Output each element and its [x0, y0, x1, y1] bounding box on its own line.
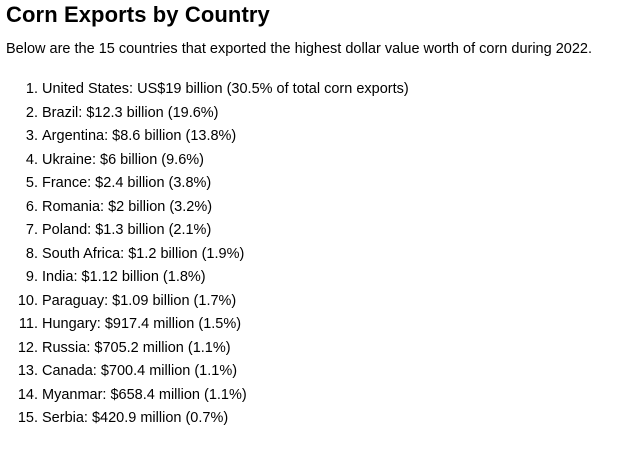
list-item: 10. Paraguay: $1.09 billion (1.7%): [6, 290, 640, 314]
item-text: Canada: $700.4 million (1.1%): [42, 363, 238, 379]
list-item: 9. India: $1.12 billion (1.8%): [6, 266, 640, 290]
item-number: 4.: [25, 151, 38, 168]
item-number: 3.: [25, 128, 38, 144]
item-number: 12.: [17, 339, 38, 356]
item-number: 11.: [18, 316, 38, 332]
item-number: 14.: [17, 386, 38, 403]
item-text: Serbia: $420.9 million (0.7%): [42, 410, 229, 426]
item-text: Ukraine: $6 billion (9.6%): [42, 151, 204, 168]
item-text: United States: US$19 billion (30.5% of t…: [42, 81, 409, 97]
item-text: Brazil: $12.3 billion (19.6%): [42, 104, 219, 121]
item-number: 7.: [25, 222, 38, 238]
list-item: 3. Argentina: $8.6 billion (13.8%): [6, 125, 640, 149]
intro-paragraph: Below are the 15 countries that exported…: [6, 41, 593, 57]
list-item: 1. United States: US$19 billion (30.5% of…: [6, 78, 640, 102]
list-item: 2. Brazil: $12.3 billion (19.6%): [6, 102, 640, 126]
item-number: 9.: [25, 269, 38, 285]
item-number: 10.: [17, 292, 38, 309]
item-text: France: $2.4 billion (3.8%): [42, 175, 212, 191]
list-item: 6. Romania: $2 billion (3.2%): [6, 196, 640, 220]
country-ranking-list: 1. United States: US$19 billion (30.5% of…: [6, 78, 640, 431]
item-text: Poland: $1.3 billion (2.1%): [42, 222, 212, 238]
list-item: 11. Hungary: $917.4 million (1.5%): [6, 313, 640, 337]
list-item: 7. Poland: $1.3 billion (2.1%): [6, 219, 640, 243]
item-text: Argentina: $8.6 billion (13.8%): [42, 128, 237, 144]
item-text: Hungary: $917.4 million (1.5%): [42, 316, 242, 332]
item-text: India: $1.12 billion (1.8%): [42, 269, 206, 285]
list-item: 14. Myanmar: $658.4 million (1.1%): [6, 384, 640, 408]
item-number: 1.: [25, 81, 38, 97]
item-number: 13.: [17, 363, 38, 379]
item-number: 15.: [17, 410, 38, 426]
page-title: Corn Exports by Country: [6, 2, 270, 27]
list-item: 12. Russia: $705.2 million (1.1%): [6, 337, 640, 361]
list-item: 13. Canada: $700.4 million (1.1%): [6, 360, 640, 384]
item-text: Russia: $705.2 million (1.1%): [42, 339, 231, 356]
list-item: 15. Serbia: $420.9 million (0.7%): [6, 407, 640, 431]
item-text: Romania: $2 billion (3.2%): [42, 198, 213, 215]
item-number: 5.: [25, 175, 38, 191]
item-number: 2.: [25, 104, 38, 121]
item-text: Myanmar: $658.4 million (1.1%): [42, 386, 247, 403]
list-item: 5. France: $2.4 billion (3.8%): [6, 172, 640, 196]
item-text: Paraguay: $1.09 billion (1.7%): [42, 292, 237, 309]
item-number: 8.: [25, 245, 38, 262]
item-text: South Africa: $1.2 billion (1.9%): [42, 245, 245, 262]
list-item: 8. South Africa: $1.2 billion (1.9%): [6, 243, 640, 267]
list-item: 4. Ukraine: $6 billion (9.6%): [6, 149, 640, 173]
item-number: 6.: [25, 198, 38, 215]
